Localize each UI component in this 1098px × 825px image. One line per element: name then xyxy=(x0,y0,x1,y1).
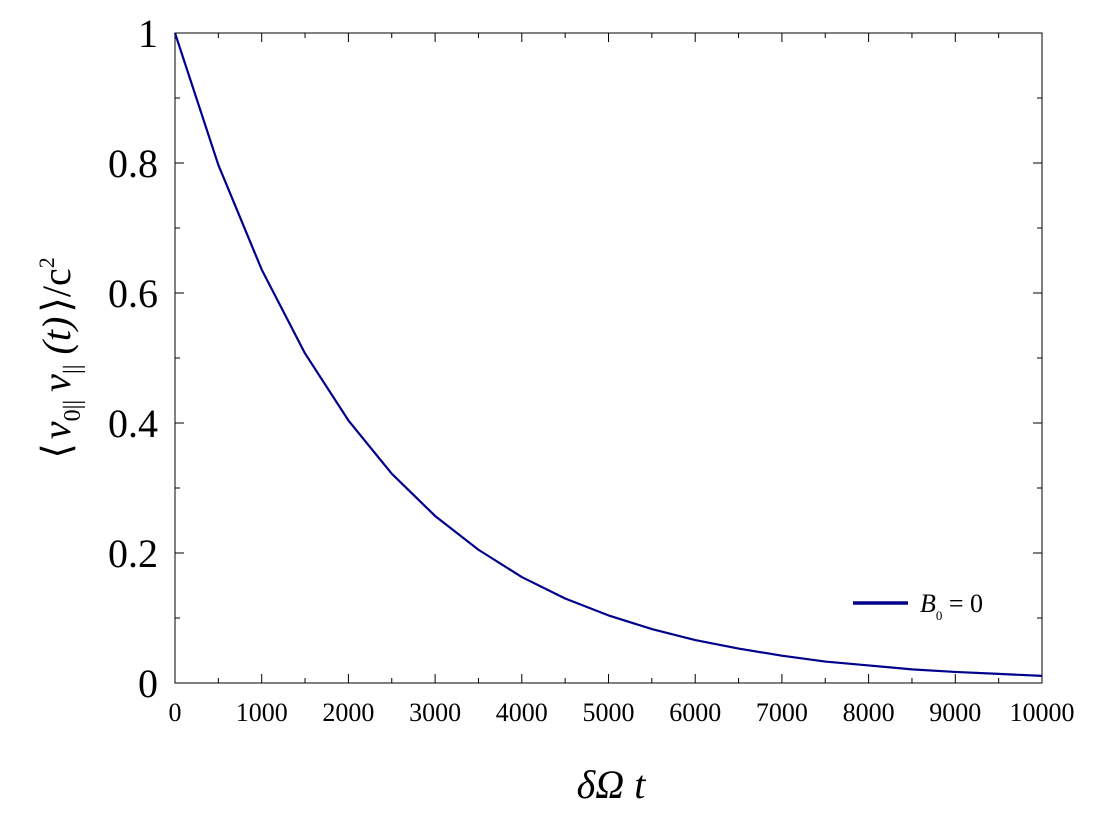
y-label-open: ⟨ xyxy=(34,443,79,459)
x-tick-label: 6000 xyxy=(669,698,721,727)
y-label-arg: (t) xyxy=(34,317,79,355)
x-tick-labels: 0 1000 2000 3000 4000 5000 6000 7000 8000 9000 100… xyxy=(169,698,1075,727)
x-tick-label: 4000 xyxy=(496,698,548,727)
legend-label: B0 = 0 xyxy=(920,589,983,623)
x-tick-label: 2000 xyxy=(322,698,374,727)
x-tick-label: 1000 xyxy=(236,698,288,727)
y-label-v2: v xyxy=(34,374,79,392)
legend-sub: 0 xyxy=(936,608,943,623)
axis-ticks xyxy=(174,32,1043,684)
x-tick-label: 0 xyxy=(169,698,182,727)
x-axis-label: δΩ t xyxy=(577,762,647,807)
y-tick-labels: 0 0.2 0.4 0.6 0.8 1 xyxy=(108,11,158,706)
legend-rest: = 0 xyxy=(942,589,983,618)
x-tick-label: 3000 xyxy=(409,698,461,727)
x-tick-label: 5000 xyxy=(583,698,635,727)
x-tick-label: 10000 xyxy=(1010,698,1075,727)
y-label-sub1: 0|| xyxy=(60,400,86,422)
y-axis-label: ⟨v0||v||(t)⟩/c2 xyxy=(34,257,86,459)
series-line xyxy=(173,32,1043,677)
y-tick-label: 0 xyxy=(138,661,158,706)
x-tick-label: 8000 xyxy=(843,698,895,727)
plot-frame xyxy=(174,32,1043,684)
y-label-v1: v xyxy=(34,421,79,439)
x-tick-label: 9000 xyxy=(929,698,981,727)
y-label-sup: 2 xyxy=(34,257,59,268)
series-layer xyxy=(173,32,1043,677)
y-tick-label: 0.8 xyxy=(108,141,158,186)
y-tick-label: 0.2 xyxy=(108,531,158,576)
y-tick-label: 0.6 xyxy=(108,271,158,316)
y-label-sub2: || xyxy=(60,364,86,374)
legend: B0 = 0 xyxy=(853,589,983,623)
y-tick-label: 1 xyxy=(138,11,158,56)
x-tick-label: 7000 xyxy=(756,698,808,727)
legend-symbol: B xyxy=(920,589,936,618)
y-label-close: ⟩/c xyxy=(34,268,79,312)
y-tick-label: 0.4 xyxy=(108,401,158,446)
